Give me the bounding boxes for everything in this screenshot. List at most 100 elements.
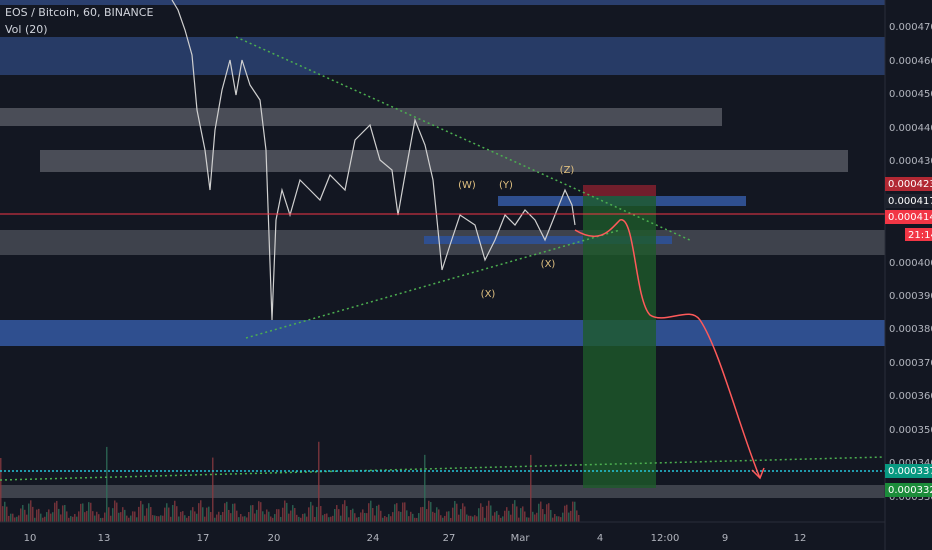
volume-bars	[0, 441, 580, 522]
volume-bar	[270, 516, 272, 522]
volume-bar	[238, 517, 240, 522]
volume-bar	[526, 517, 528, 522]
volume-bar	[246, 517, 248, 522]
volume-bar	[450, 517, 452, 522]
volume-bar	[104, 512, 106, 522]
volume-bar	[448, 511, 450, 522]
volume-bar	[140, 500, 142, 522]
volume-bar	[382, 517, 384, 522]
volume-bar	[452, 507, 454, 522]
volume-bar	[194, 511, 196, 522]
volume-bar	[480, 503, 482, 522]
volume-bar	[428, 500, 430, 522]
volume-bar	[416, 517, 418, 522]
volume-bar	[282, 507, 284, 522]
volume-bar	[460, 509, 462, 522]
volume-bar	[444, 515, 446, 522]
volume-bar	[370, 500, 372, 522]
volume-bar	[532, 511, 534, 522]
volume-bar	[242, 516, 244, 522]
volume-bar	[542, 509, 544, 522]
time-label: 27	[443, 533, 456, 544]
volume-bar	[88, 502, 90, 522]
volume-bar	[64, 505, 66, 522]
volume-bar	[250, 505, 252, 522]
volume-bar	[492, 515, 494, 522]
volume-bar	[504, 510, 506, 522]
volume-bar	[424, 454, 426, 522]
volume-bar	[130, 515, 132, 522]
volume-bar	[70, 516, 72, 522]
volume-bar	[356, 517, 358, 522]
volume-bar	[172, 505, 174, 522]
volume-bar	[434, 512, 436, 522]
time-label: 12	[794, 533, 807, 544]
volume-bar	[138, 506, 140, 522]
volume-bar	[494, 512, 496, 522]
volume-bar	[400, 511, 402, 522]
volume-bar	[394, 504, 396, 522]
volume-bar	[426, 509, 428, 522]
volume-bar	[440, 515, 442, 522]
volume-bar	[344, 500, 346, 522]
volume-bar	[196, 513, 198, 522]
volume-bar	[228, 509, 230, 522]
volume-bar	[110, 515, 112, 522]
volume-bar	[92, 511, 94, 522]
volume-bar	[306, 516, 308, 522]
volume-bar	[230, 513, 232, 522]
volume-bar	[300, 517, 302, 522]
volume-bar	[160, 515, 162, 522]
volume-bar	[336, 505, 338, 522]
volume-bar	[84, 512, 86, 522]
volume-bar	[94, 515, 96, 522]
volume-bar	[50, 513, 52, 522]
volume-bar	[566, 504, 568, 522]
volume-bar	[422, 506, 424, 522]
volume-bar	[96, 511, 98, 522]
volume-bar	[418, 513, 420, 522]
volume-bar	[514, 500, 516, 522]
volume-bar	[20, 508, 22, 522]
volume-bar	[548, 503, 550, 522]
time-label: 20	[268, 533, 281, 544]
volume-bar	[392, 512, 394, 522]
volume-bar	[384, 516, 386, 522]
price-line	[171, 0, 576, 321]
volume-bar	[146, 508, 148, 522]
time-label: 24	[367, 533, 380, 544]
volume-bar	[106, 446, 108, 522]
volume-bar	[184, 515, 186, 522]
volume-bar	[552, 517, 554, 522]
volume-bar	[158, 516, 160, 522]
time-label: 4	[597, 533, 603, 544]
volume-bar	[122, 507, 124, 522]
volume-bar	[314, 516, 316, 522]
volume-bar	[412, 513, 414, 522]
volume-bar	[154, 515, 156, 522]
volume-bar	[522, 506, 524, 522]
volume-bar	[296, 514, 298, 522]
volume-bar	[108, 507, 110, 522]
volume-bar	[446, 511, 448, 522]
volume-bar	[316, 506, 318, 522]
price-tag-text: 0.0004141	[888, 212, 932, 223]
volume-bar	[328, 517, 330, 522]
price-label: 0.0004700	[889, 22, 932, 33]
volume-bar	[466, 514, 468, 522]
volume-bar	[260, 502, 262, 522]
volume-bar	[44, 516, 46, 522]
price-axis-bg	[885, 0, 932, 550]
volume-bar	[464, 506, 466, 522]
time-label: 9	[722, 533, 728, 544]
volume-bar	[322, 515, 324, 522]
price-tag	[885, 194, 932, 208]
volume-bar	[362, 509, 364, 522]
volume-bar	[334, 508, 336, 522]
volume-bar	[530, 454, 532, 522]
zones	[0, 0, 885, 498]
volume-bar	[564, 505, 566, 522]
volume-bar	[188, 516, 190, 522]
volume-bar	[180, 511, 182, 522]
volume-bar	[218, 511, 220, 522]
